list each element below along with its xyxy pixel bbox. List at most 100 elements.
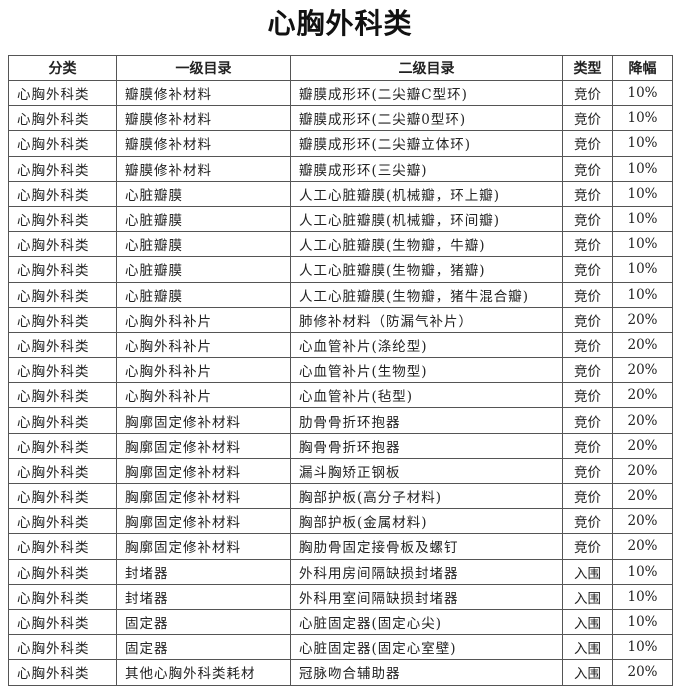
cell-category: 心胸外科类 — [8, 382, 117, 409]
cell-level2: 人工心脏瓣膜(生物瓣，猪牛混合瓣) — [290, 281, 563, 308]
cell-type: 竞价 — [562, 407, 613, 434]
cell-type: 入围 — [562, 558, 613, 585]
table-row: 心胸外科类 心胸外科补片 肺修补材料（防漏气补片） 竞价 20% — [8, 306, 673, 333]
cell-level2: 心血管补片(生物型) — [290, 357, 563, 384]
table-row: 心胸外科类 胸廓固定修补材料 胸骨骨折环抱器 竞价 20% — [8, 432, 673, 459]
cell-reduction: 20% — [612, 382, 673, 409]
cell-level2: 冠脉吻合辅助器 — [290, 659, 563, 686]
cell-reduction: 10% — [612, 105, 673, 132]
cell-reduction: 20% — [612, 357, 673, 384]
cell-type: 竞价 — [562, 306, 613, 333]
cell-category: 心胸外科类 — [8, 205, 117, 233]
cell-reduction: 10% — [612, 256, 673, 283]
cell-category: 心胸外科类 — [8, 558, 117, 585]
header-category: 分类 — [8, 55, 117, 81]
cell-level1: 胸廓固定修补材料 — [116, 432, 291, 459]
table-row: 心胸外科类 其他心胸外科类耗材 冠脉吻合辅助器 入围 20% — [8, 659, 673, 686]
cell-level1: 心胸外科补片 — [116, 331, 291, 359]
cell-level1: 瓣膜修补材料 — [116, 130, 291, 157]
cell-level1: 瓣膜修补材料 — [116, 155, 291, 182]
table-row: 心胸外科类 瓣膜修补材料 瓣膜成形环(二尖瓣立体环) 竞价 10% — [8, 130, 673, 157]
cell-level2: 外科用室间隔缺损封堵器 — [290, 583, 563, 610]
header-type: 类型 — [562, 55, 613, 81]
cell-type: 竞价 — [562, 432, 613, 459]
table-row: 心胸外科类 胸廓固定修补材料 胸肋骨固定接骨板及螺钉 竞价 20% — [8, 533, 673, 560]
cell-type: 竞价 — [562, 79, 613, 107]
table-row: 心胸外科类 封堵器 外科用房间隔缺损封堵器 入围 10% — [8, 558, 673, 585]
cell-reduction: 10% — [612, 634, 673, 661]
cell-level1: 固定器 — [116, 608, 291, 636]
cell-level2: 人工心脏瓣膜(生物瓣，牛瓣) — [290, 231, 563, 258]
cell-category: 心胸外科类 — [8, 432, 117, 459]
table-row: 心胸外科类 心脏瓣膜 人工心脏瓣膜(机械瓣，环上瓣) 竞价 10% — [8, 180, 673, 207]
cell-level1: 心脏瓣膜 — [116, 256, 291, 283]
cell-category: 心胸外科类 — [8, 659, 117, 686]
cell-category: 心胸外科类 — [8, 130, 117, 157]
cell-level1: 心胸外科补片 — [116, 357, 291, 384]
header-row: 分类 一级目录 二级目录 类型 降幅 — [8, 55, 673, 81]
cell-reduction: 20% — [612, 659, 673, 686]
cell-category: 心胸外科类 — [8, 281, 117, 308]
cell-level2: 胸部护板(高分子材料) — [290, 482, 563, 510]
cell-level2: 瓣膜成形环(二尖瓣0型环) — [290, 105, 563, 132]
cell-level1: 封堵器 — [116, 558, 291, 585]
cell-level1: 瓣膜修补材料 — [116, 105, 291, 132]
cell-level2: 心血管补片(涤纶型) — [290, 331, 563, 359]
cell-level2: 心脏固定器(固定心尖) — [290, 608, 563, 636]
cell-category: 心胸外科类 — [8, 583, 117, 610]
cell-type: 竞价 — [562, 331, 613, 359]
cell-type: 入围 — [562, 583, 613, 610]
cell-level1: 胸廓固定修补材料 — [116, 533, 291, 560]
cell-type: 竞价 — [562, 155, 613, 182]
header-reduction: 降幅 — [612, 55, 673, 81]
cell-type: 竞价 — [562, 533, 613, 560]
cell-level2: 胸部护板(金属材料) — [290, 508, 563, 535]
cell-type: 竞价 — [562, 256, 613, 283]
cell-category: 心胸外科类 — [8, 457, 117, 485]
cell-category: 心胸外科类 — [8, 508, 117, 535]
cell-reduction: 20% — [612, 508, 673, 535]
cell-reduction: 10% — [612, 608, 673, 636]
cell-reduction: 20% — [612, 407, 673, 434]
table-row: 心胸外科类 瓣膜修补材料 瓣膜成形环(二尖瓣C型环) 竞价 10% — [8, 79, 673, 107]
page-title: 心胸外科类 — [267, 7, 413, 40]
table-row: 心胸外科类 心胸外科补片 心血管补片(毡型) 竞价 20% — [8, 382, 673, 409]
cell-level1: 胸廓固定修补材料 — [116, 482, 291, 510]
cell-category: 心胸外科类 — [8, 608, 117, 636]
cell-reduction: 20% — [612, 533, 673, 560]
table-row: 心胸外科类 瓣膜修补材料 瓣膜成形环(二尖瓣0型环) 竞价 10% — [8, 105, 673, 132]
cell-level1: 心脏瓣膜 — [116, 281, 291, 308]
cell-level1: 固定器 — [116, 634, 291, 661]
table-row: 心胸外科类 心胸外科补片 心血管补片(涤纶型) 竞价 20% — [8, 331, 673, 359]
cell-reduction: 20% — [612, 331, 673, 359]
cell-type: 竞价 — [562, 105, 613, 132]
header-level1: 一级目录 — [116, 55, 291, 81]
cell-reduction: 10% — [612, 180, 673, 207]
table-row: 心胸外科类 心脏瓣膜 人工心脏瓣膜(生物瓣，猪牛混合瓣) 竞价 10% — [8, 281, 673, 308]
cell-level1: 心脏瓣膜 — [116, 180, 291, 207]
cell-level2: 人工心脏瓣膜(机械瓣，环间瓣) — [290, 205, 563, 233]
cell-level2: 瓣膜成形环(二尖瓣C型环) — [290, 79, 563, 107]
cell-category: 心胸外科类 — [8, 256, 117, 283]
cell-reduction: 10% — [612, 231, 673, 258]
cell-category: 心胸外科类 — [8, 533, 117, 560]
table-row: 心胸外科类 固定器 心脏固定器(固定心尖) 入围 10% — [8, 608, 673, 636]
cell-level1: 胸廓固定修补材料 — [116, 508, 291, 535]
cell-category: 心胸外科类 — [8, 105, 117, 132]
cell-type: 竞价 — [562, 130, 613, 157]
cell-category: 心胸外科类 — [8, 407, 117, 434]
cell-reduction: 20% — [612, 432, 673, 459]
cell-level2: 胸肋骨固定接骨板及螺钉 — [290, 533, 563, 560]
table-row: 心胸外科类 心脏瓣膜 人工心脏瓣膜(生物瓣，猪瓣) 竞价 10% — [8, 256, 673, 283]
cell-reduction: 20% — [612, 482, 673, 510]
table-row: 心胸外科类 瓣膜修补材料 瓣膜成形环(三尖瓣) 竞价 10% — [8, 155, 673, 182]
catalog-table: 分类 一级目录 二级目录 类型 降幅 心胸外科类 瓣膜修补材料 瓣膜成形环(二尖瓣C… — [8, 55, 673, 686]
cell-reduction: 10% — [612, 205, 673, 233]
table-row: 心胸外科类 心胸外科补片 心血管补片(生物型) 竞价 20% — [8, 357, 673, 384]
cell-category: 心胸外科类 — [8, 634, 117, 661]
cell-level1: 心脏瓣膜 — [116, 231, 291, 258]
cell-level1: 胸廓固定修补材料 — [116, 407, 291, 434]
table-row: 心胸外科类 封堵器 外科用室间隔缺损封堵器 入围 10% — [8, 583, 673, 610]
cell-level1: 其他心胸外科类耗材 — [116, 659, 291, 686]
cell-category: 心胸外科类 — [8, 155, 117, 182]
